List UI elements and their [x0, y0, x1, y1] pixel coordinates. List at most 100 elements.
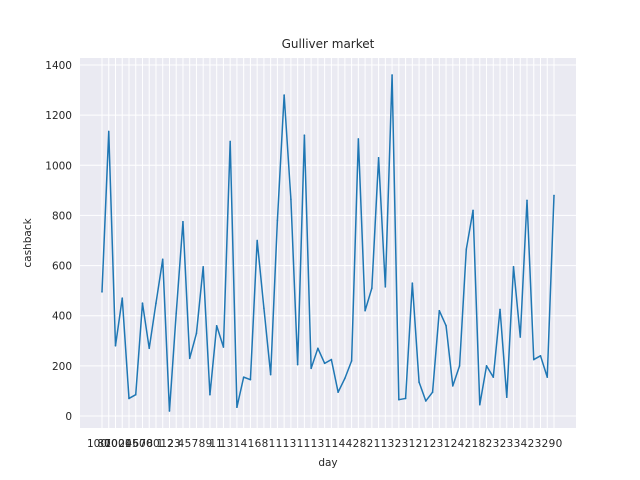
- data-point: [249, 378, 252, 381]
- data-point: [364, 309, 366, 312]
- x-tick-label: 2: [430, 438, 437, 450]
- data-point: [209, 393, 211, 396]
- x-tick-label: 3: [437, 438, 444, 450]
- data-point: [391, 74, 393, 76]
- x-tick-label: 3: [507, 438, 514, 450]
- x-tick-label: 20: [118, 438, 131, 450]
- data-point: [323, 362, 326, 365]
- x-tick-label: 4: [178, 438, 185, 450]
- data-point: [512, 266, 515, 268]
- x-tick-label: 2: [486, 438, 493, 450]
- data-point: [438, 309, 441, 312]
- data-point: [398, 398, 400, 401]
- data-point: [296, 363, 299, 366]
- x-tick-label: 1: [444, 438, 451, 450]
- x-tick-label: 1: [325, 438, 332, 450]
- data-point: [182, 220, 184, 223]
- data-point: [404, 397, 407, 400]
- y-tick-labels: 0 200 400 600 800 1000 1200 1400: [45, 60, 72, 423]
- plot-background: [80, 58, 576, 428]
- y-tick-label: 400: [52, 311, 72, 323]
- data-point: [188, 357, 191, 360]
- y-tick-label: 1200: [45, 110, 72, 122]
- data-point: [303, 134, 306, 136]
- data-point: [344, 377, 346, 380]
- x-tick-label: 2: [395, 438, 402, 450]
- data-point: [492, 376, 495, 378]
- x-tick-label: 1: [276, 438, 283, 450]
- x-tick-label: 2: [528, 438, 535, 450]
- x-tick-label: 2: [353, 438, 360, 450]
- x-tick-label: 2: [542, 438, 549, 450]
- x-tick-label: 8: [360, 438, 367, 450]
- x-tick-label: 45: [125, 438, 138, 450]
- data-point: [114, 345, 117, 347]
- x-tick-label: 1: [157, 438, 164, 450]
- x-tick-label: 70: [104, 438, 117, 450]
- x-tick-label: 70: [139, 438, 152, 450]
- x-tick-label: 3: [535, 438, 542, 450]
- x-tick-label: 1: [269, 438, 276, 450]
- x-tick-label: 1: [248, 438, 255, 450]
- x-tick-label: 1: [283, 438, 290, 450]
- x-tick-label: 2: [465, 438, 472, 450]
- data-point: [195, 332, 198, 335]
- data-point: [168, 410, 171, 412]
- data-point: [350, 360, 353, 362]
- y-tick-label: 200: [52, 361, 72, 373]
- x-axis-label: day: [318, 457, 337, 469]
- x-tick-label: 11: [209, 438, 222, 450]
- x-tick-label: 2: [451, 438, 458, 450]
- y-tick-label: 1400: [45, 60, 72, 72]
- x-tick-label: 9: [206, 438, 213, 450]
- data-point: [107, 130, 110, 133]
- x-tick-label: 12: [160, 438, 173, 450]
- x-tick-label: 3: [290, 438, 297, 450]
- data-point: [431, 391, 434, 393]
- data-point: [546, 376, 549, 378]
- data-point: [425, 400, 427, 402]
- x-tick-label: 3: [514, 438, 521, 450]
- data-point: [330, 358, 333, 361]
- data-point: [384, 286, 387, 288]
- data-point: [532, 358, 535, 361]
- x-tick-label: 2: [500, 438, 507, 450]
- x-tick-label: 1: [311, 438, 318, 450]
- x-tick-label: 4: [458, 438, 465, 450]
- data-point: [519, 336, 522, 338]
- x-tick-label: 1: [297, 438, 304, 450]
- x-tick-label: 8: [479, 438, 486, 450]
- data-point: [377, 156, 380, 159]
- x-tick-label: 80: [146, 438, 159, 450]
- series-line: [101, 74, 555, 412]
- data-point: [310, 367, 312, 370]
- x-tick-label: 1: [423, 438, 430, 450]
- data-point: [357, 138, 360, 140]
- data-point: [539, 355, 542, 357]
- data-point: [505, 396, 508, 398]
- y-tick-label: 0: [65, 411, 72, 423]
- data-point: [452, 385, 454, 387]
- y-tick-label: 800: [52, 210, 72, 222]
- x-tick-label: 1001: [105, 438, 132, 450]
- x-tick-label: 1: [220, 438, 227, 450]
- data-point: [478, 403, 481, 406]
- x-tick-label: 4: [241, 438, 248, 450]
- data-point: [371, 287, 373, 289]
- x-tick-label: 6: [255, 438, 262, 450]
- data-point: [411, 282, 414, 284]
- data-point: [101, 291, 103, 293]
- x-tick-label: 3: [388, 438, 395, 450]
- data-point: [161, 258, 164, 261]
- x-tick-label: 2: [416, 438, 423, 450]
- data-point: [418, 381, 420, 383]
- x-tick-label: 60: [132, 438, 145, 450]
- data-point: [337, 391, 339, 393]
- chart-title: Gulliver market: [282, 37, 375, 51]
- y-tick-label: 600: [52, 261, 72, 273]
- data-point: [269, 373, 272, 376]
- data-point: [445, 324, 447, 327]
- x-tick-label: 3: [493, 438, 500, 450]
